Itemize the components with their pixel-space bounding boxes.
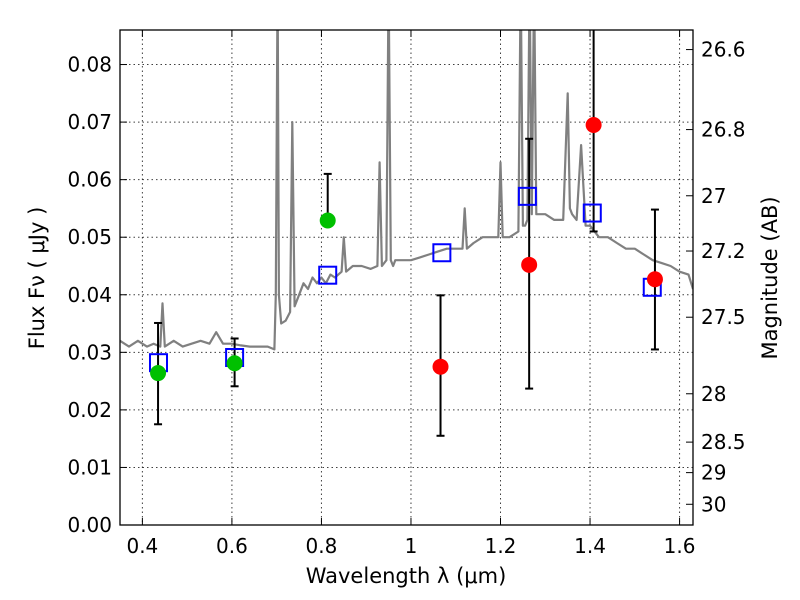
right-tick-label: 30 <box>701 492 726 516</box>
errorbar-layer <box>154 30 659 437</box>
y-tick-label: 0.03 <box>67 340 112 364</box>
y-tick-label: 0.07 <box>67 110 112 134</box>
spectrum-line <box>120 30 693 351</box>
x-tick-label: 1 <box>405 534 418 558</box>
model-photometry-square <box>517 186 537 206</box>
x-tick-label: 1.6 <box>664 534 696 558</box>
y-tick-label: 0.01 <box>67 455 112 479</box>
y-tick-label: 0.08 <box>67 53 112 77</box>
grid <box>120 30 693 526</box>
model-photometry-square <box>432 243 452 263</box>
x-axis-label: Wavelength λ (μm) <box>306 564 507 588</box>
green-data-point <box>319 212 336 229</box>
marker-layer <box>148 116 663 382</box>
red-data-point <box>646 271 663 288</box>
x-tick-label: 0.4 <box>126 534 158 558</box>
x-tick-label: 1.2 <box>485 534 517 558</box>
right-tick-label: 26.8 <box>701 118 746 142</box>
right-axis-label: Magnitude (AB) <box>758 196 782 359</box>
y-axis-label: Flux Fν ( μJy ) <box>25 207 49 350</box>
y-tick-label: 0.04 <box>67 283 112 307</box>
green-data-point <box>150 365 167 382</box>
right-tick-label: 29 <box>701 461 726 485</box>
plot-frame <box>119 29 694 526</box>
model-photometry-square <box>582 203 602 223</box>
tick-layer: 0.4 0.6 0.8 1 1.2 1.4 1.6 0.00 0.01 0.02 0.03 0.04 0… <box>67 30 746 558</box>
x-tick-label: 0.8 <box>306 534 338 558</box>
red-data-point <box>432 358 449 375</box>
right-tick-label: 28 <box>701 382 726 406</box>
y-tick-label: 0.00 <box>67 513 112 537</box>
right-tick-label: 27.5 <box>701 305 746 329</box>
right-tick-label: 26.6 <box>701 38 746 62</box>
x-tick-label: 0.6 <box>216 534 248 558</box>
right-tick-label: 28.5 <box>701 430 746 454</box>
spectrum-layer <box>120 30 693 351</box>
green-data-point <box>226 355 243 372</box>
red-data-point <box>521 256 538 273</box>
y-tick-label: 0.05 <box>67 225 112 249</box>
right-tick-label: 27 <box>701 184 726 208</box>
right-tick-label: 27.2 <box>701 239 746 263</box>
x-tick-label: 1.4 <box>574 534 606 558</box>
y-tick-label: 0.02 <box>67 398 112 422</box>
red-data-point <box>585 116 602 133</box>
model-photometry-square <box>318 265 338 285</box>
y-tick-label: 0.06 <box>67 168 112 192</box>
